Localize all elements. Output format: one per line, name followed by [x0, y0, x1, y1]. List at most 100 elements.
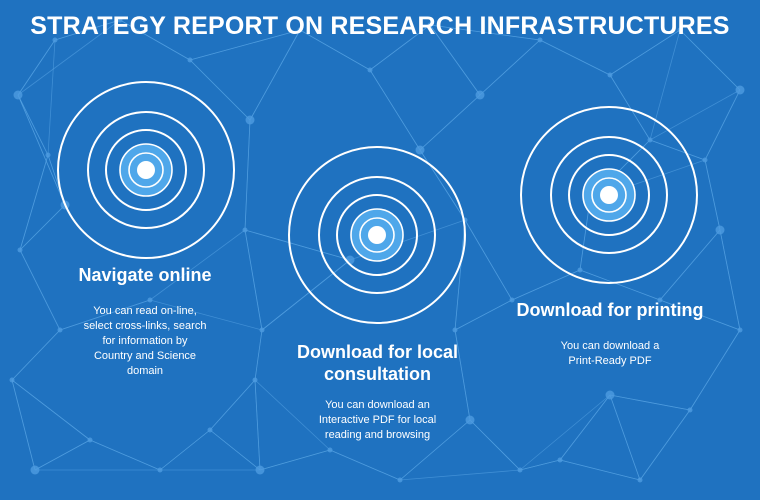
network-link	[399, 419, 471, 481]
network-link	[559, 459, 641, 481]
network-link	[11, 379, 91, 441]
network-link	[11, 379, 36, 471]
network-link	[369, 24, 431, 71]
network-node	[702, 157, 708, 163]
download-printing-title: Download for printing	[516, 300, 704, 320]
network-node	[715, 225, 725, 235]
network-link	[17, 39, 56, 96]
network-link	[249, 29, 301, 121]
network-node	[415, 145, 425, 155]
network-node	[517, 467, 523, 473]
network-link	[59, 299, 151, 331]
network-link	[419, 149, 466, 221]
network-link	[609, 74, 651, 141]
network-link	[244, 229, 263, 331]
network-node	[427, 22, 433, 28]
network-node	[737, 327, 743, 333]
network-node	[537, 37, 543, 43]
network-node	[677, 27, 683, 33]
network-link	[464, 219, 513, 301]
network-node	[245, 115, 255, 125]
network-link	[254, 329, 263, 381]
network-node	[465, 415, 475, 425]
network-link	[559, 394, 611, 461]
network-link	[649, 139, 706, 161]
network-node	[475, 90, 485, 100]
network-node	[327, 447, 333, 453]
network-node	[577, 267, 583, 273]
network-node	[557, 457, 563, 463]
network-link	[704, 89, 741, 161]
network-link	[419, 94, 481, 151]
network-link	[19, 154, 49, 251]
network-link	[511, 269, 581, 301]
network-link	[429, 24, 541, 41]
network-link	[254, 379, 331, 451]
network-node	[117, 17, 123, 23]
network-node	[647, 137, 653, 143]
network-node	[657, 297, 663, 303]
network-node	[187, 57, 193, 63]
network-link	[149, 229, 246, 301]
network-link	[244, 119, 251, 231]
network-link	[399, 469, 521, 481]
network-link	[189, 59, 251, 121]
network-link	[149, 299, 263, 331]
network-link	[719, 229, 741, 331]
network-node	[9, 377, 15, 383]
network-link	[34, 439, 91, 471]
network-node	[52, 37, 58, 43]
network-link	[254, 379, 261, 471]
network-node	[367, 67, 373, 73]
network-link	[17, 19, 121, 96]
network-link	[639, 409, 691, 481]
download-local-description: You can download an Interactive PDF for …	[318, 399, 437, 441]
network-node	[687, 407, 693, 413]
network-link	[189, 29, 301, 61]
network-link	[19, 204, 66, 251]
network-link	[429, 24, 481, 96]
network-link	[609, 394, 641, 481]
network-node	[637, 477, 643, 483]
network-link	[299, 29, 371, 71]
network-node	[87, 437, 93, 443]
network-link	[119, 19, 191, 61]
navigate-online-title: Navigate online	[78, 265, 212, 285]
network-link	[609, 29, 681, 76]
network-link	[54, 19, 121, 41]
network-node	[297, 27, 303, 33]
download-local-card[interactable]: Download for local consultation You can …	[275, 145, 480, 455]
download-printing-card[interactable]: Download for printing You can download a…	[505, 103, 715, 383]
network-link	[17, 94, 66, 206]
network-link	[454, 219, 466, 331]
download-local-title: Download for local consultation	[296, 342, 458, 384]
network-node	[45, 152, 51, 158]
network-link	[244, 229, 351, 261]
network-link	[329, 449, 401, 481]
network-link	[679, 29, 741, 91]
network-link	[19, 249, 61, 331]
network-node	[255, 465, 265, 475]
network-node	[452, 327, 458, 333]
network-link	[649, 89, 741, 141]
network-node	[509, 297, 515, 303]
page-title: STRATEGY REPORT ON RESEARCH INFRASTRUCTU…	[30, 12, 730, 40]
download-printing-description: You can download a Print-Ready PDF	[560, 340, 660, 367]
network-link	[609, 394, 691, 411]
network-link	[159, 429, 211, 471]
navigate-online-description: You can read on-line, select cross-links…	[83, 305, 207, 377]
network-link	[261, 259, 351, 331]
network-link	[539, 39, 611, 76]
target-rings-icon	[57, 81, 235, 259]
network-node	[397, 477, 403, 483]
network-link	[259, 449, 331, 471]
network-node	[607, 72, 613, 78]
network-node	[147, 297, 153, 303]
network-node	[207, 427, 213, 433]
network-link	[704, 159, 721, 231]
network-link	[89, 439, 161, 471]
target-rings-icon	[520, 106, 698, 284]
navigate-online-card[interactable]: Navigate online You can read on-line, se…	[40, 70, 250, 390]
network-link	[659, 229, 721, 301]
